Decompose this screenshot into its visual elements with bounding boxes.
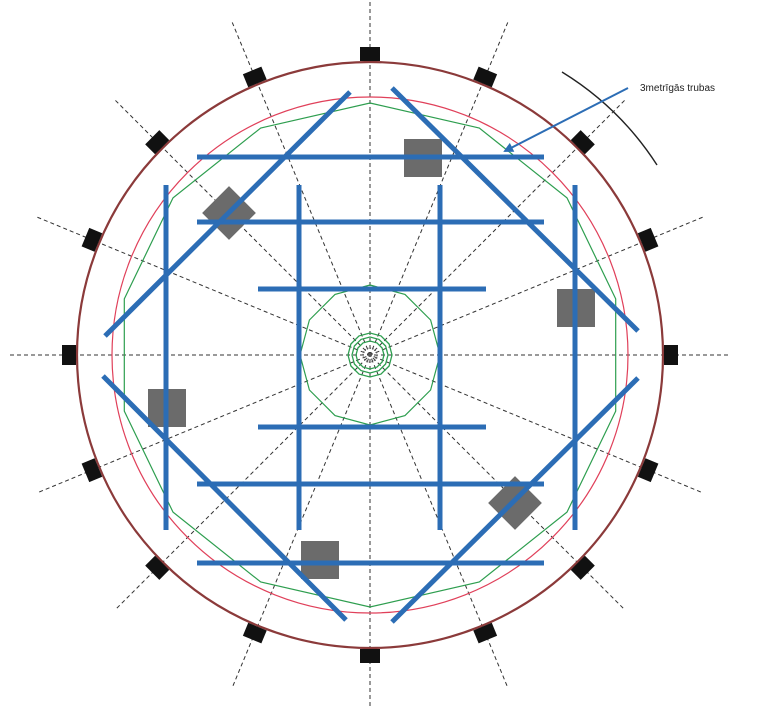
annotation-label: 3metrīgās trubas [640,83,715,94]
anchor-square [637,458,659,483]
pipe [390,86,640,333]
pipe [390,376,640,624]
center-green-ring [351,336,389,374]
anchor-square [473,66,498,88]
pipes [101,86,640,624]
pipe [103,90,352,338]
outer-arc [561,71,658,166]
anchor-square [242,622,267,644]
anchor-square [570,555,595,580]
outer-rings [75,60,665,650]
anchor-square [360,47,380,61]
anchor-square [81,227,103,252]
center-green-ring [355,340,385,370]
center-dot [368,353,372,357]
anchor-square [242,66,267,88]
outer-circle [75,60,665,650]
anchor-square [570,130,595,155]
center-green-ring [347,332,393,378]
red-circle [111,96,629,614]
anchor-square [360,649,380,663]
center-hub [362,347,378,363]
anchor-square [637,227,659,252]
anchor-square [145,555,170,580]
pipe [101,374,348,622]
anchor-square [81,458,103,483]
anchor-square [473,622,498,644]
annotation-arrow [503,87,629,152]
gray-block [301,541,339,579]
anchor-square [62,345,76,365]
anchor-markers [62,47,678,663]
anchor-square [664,345,678,365]
anchor-square [145,130,170,155]
outer-green-polygon [123,102,617,608]
center-rings [347,332,393,378]
